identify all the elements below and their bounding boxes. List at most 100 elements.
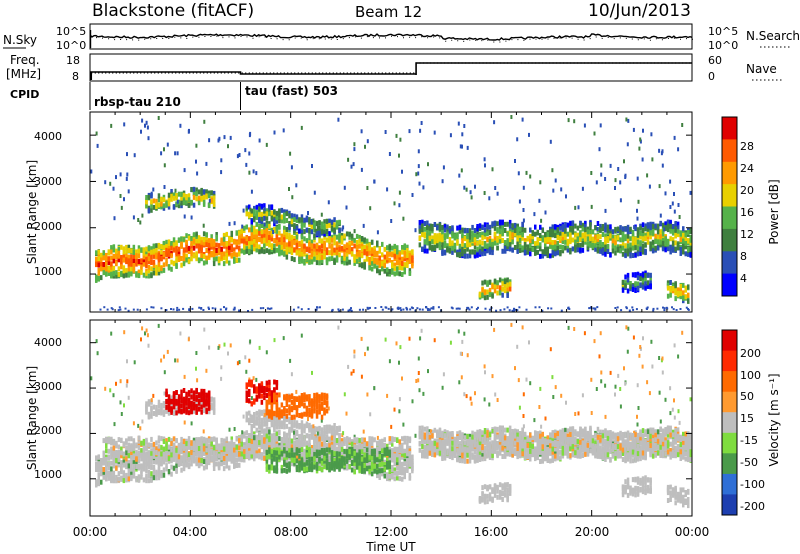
power-cell [343,255,346,261]
power-cell [313,247,316,253]
power-cell [265,211,269,217]
power-cell [391,261,394,267]
power-cell [423,232,427,238]
power-cell [328,231,331,237]
power-cell [503,245,507,251]
power-cell [150,203,153,209]
power-cell [448,237,452,242]
velocity-cell [135,464,138,469]
power-cell [298,259,301,264]
power-cell [292,308,295,311]
power-cell [157,259,161,265]
power-cell [536,237,540,243]
velocity-cell [127,471,131,477]
power-cell [273,218,276,224]
power-cell [137,218,140,222]
power-cell [280,249,284,255]
power-cell [110,264,113,270]
power-cell [207,250,211,256]
velocity-cell [102,474,106,480]
power-cell [142,261,146,267]
power-cell [669,223,672,229]
power-cell [403,269,407,275]
power-cell [677,147,680,152]
power-cell [554,251,557,257]
power-cell [215,248,218,253]
power-cell [175,246,178,251]
power-cell [493,240,497,246]
power-cell [192,186,196,192]
power-cell [551,250,555,256]
power-cell [325,250,329,256]
power-cell [122,273,126,279]
power-cell [629,247,632,253]
power-cell [152,243,156,249]
power-cell [313,256,316,262]
power-cell [182,200,186,206]
power-cell [165,244,168,249]
power-cell [418,228,422,234]
power-cell [516,226,519,232]
power-cell [598,147,601,152]
power-cell [212,257,216,263]
power-cell [628,309,631,312]
power-cell [466,145,469,150]
power-cell [202,309,205,311]
power-cell [510,115,513,119]
power-cell [150,306,153,309]
date-label: 10/Jun/2013 [588,1,691,21]
power-cell [273,221,276,227]
power-cell [157,202,161,208]
power-cell [289,151,292,156]
velocity-cell [155,475,158,481]
velocity-cell [396,465,399,471]
power-cell [122,257,126,263]
power-cell [405,306,408,309]
power-cell [260,216,264,222]
power-cell [629,253,632,259]
power-cell [516,230,519,236]
power-cell [345,243,349,248]
power-cell [433,222,437,227]
power-cell [599,227,602,233]
power-cell [197,237,201,243]
power-cell [420,121,423,125]
power-cell [222,241,226,247]
power-cell [641,277,645,283]
velocity-cell [127,466,131,472]
power-cell [106,308,109,311]
power-cell [125,268,128,274]
velocity-cell [152,464,156,470]
power-cell [478,243,482,249]
power-cell [119,194,122,198]
velocity-cell [112,470,116,476]
power-cell [546,246,550,252]
velocity-cell [391,466,394,472]
velocity-cell [180,467,183,473]
power-cell [554,230,557,236]
power-cell [511,223,514,229]
power-cell [118,306,121,309]
power-cell [621,245,625,251]
power-cell [448,248,452,253]
power-cell [112,253,116,259]
power-cell [551,224,555,230]
power-cell [265,234,269,240]
power-cell [625,117,628,122]
power-cell [297,306,300,309]
power-cell [493,284,497,289]
power-cell [313,220,316,226]
power-cell [388,251,392,257]
power-cell [589,226,592,232]
power-cell [155,198,158,204]
power-cell [466,233,469,239]
velocity-cell [303,448,306,454]
power-cell [177,246,181,252]
power-cell [473,240,477,246]
power-cell [177,199,181,205]
power-cell [288,244,291,250]
power-cell [353,147,356,152]
power-cell [288,247,291,253]
power-cell [614,228,617,234]
velocity-cell [182,461,186,467]
